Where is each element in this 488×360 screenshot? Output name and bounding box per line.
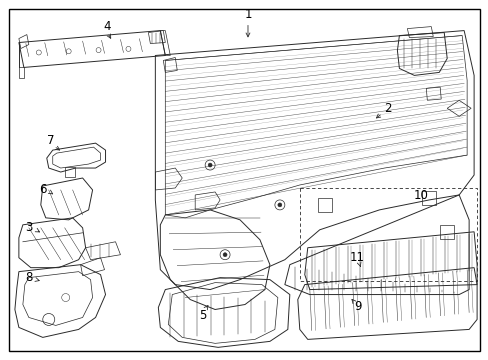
Text: 8: 8 bbox=[25, 271, 33, 284]
Circle shape bbox=[208, 163, 212, 167]
Circle shape bbox=[277, 203, 281, 207]
Text: 10: 10 bbox=[413, 189, 428, 202]
Text: 11: 11 bbox=[349, 251, 365, 264]
Bar bbox=[439, 225, 453, 239]
Circle shape bbox=[223, 253, 226, 257]
Bar bbox=[422, 191, 435, 205]
Text: 3: 3 bbox=[25, 221, 33, 234]
Bar bbox=[299, 188, 476, 280]
Bar bbox=[426, 87, 440, 100]
Text: 4: 4 bbox=[103, 20, 111, 33]
Text: 1: 1 bbox=[244, 8, 251, 21]
Text: 5: 5 bbox=[199, 309, 206, 322]
Bar bbox=[317, 198, 331, 212]
Text: 2: 2 bbox=[383, 102, 390, 115]
Bar bbox=[64, 167, 75, 177]
Text: 9: 9 bbox=[353, 300, 361, 313]
Text: 6: 6 bbox=[39, 184, 46, 197]
Text: 7: 7 bbox=[47, 134, 54, 147]
